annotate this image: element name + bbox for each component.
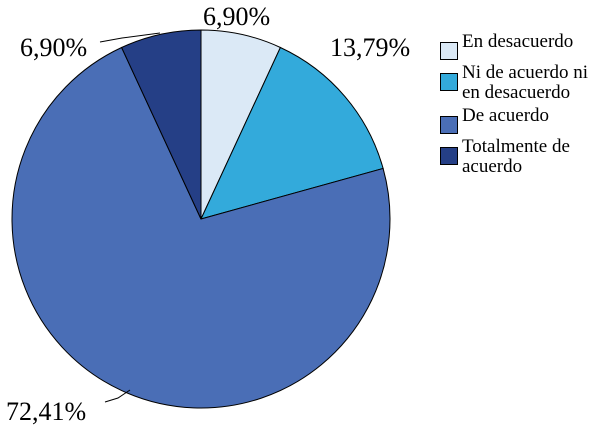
legend-item-de-acuerdo: De acuerdo bbox=[440, 106, 590, 134]
data-label-de-acuerdo: 72,41% bbox=[6, 397, 86, 426]
legend-label: Totalmente de acuerdo bbox=[462, 136, 570, 177]
legend-swatch bbox=[440, 73, 458, 91]
legend: En desacuerdo Ni de acuerdo ni en desacu… bbox=[440, 32, 590, 180]
data-label-ni-de-acuerdo: 13,79% bbox=[330, 33, 410, 62]
legend-item-totalmente-de-acuerdo: Totalmente de acuerdo bbox=[440, 137, 590, 177]
legend-swatch bbox=[440, 42, 458, 60]
legend-label: En desacuerdo bbox=[462, 31, 574, 52]
leader-line-1 bbox=[104, 389, 131, 403]
pie-slice-ni-de-acuerdo-ni-en-desacuerdo bbox=[200, 46, 384, 220]
legend-item-ni-de-acuerdo: Ni de acuerdo ni en desacuerdo bbox=[440, 63, 590, 103]
pie-slices bbox=[11, 29, 391, 409]
leader-line-0 bbox=[99, 32, 161, 43]
legend-swatch bbox=[440, 147, 458, 165]
data-label-totalmente-de-acuerdo: 6,90% bbox=[20, 33, 87, 62]
pie-slice-de-acuerdo bbox=[11, 46, 391, 409]
legend-label: Ni de acuerdo ni en desacuerdo bbox=[462, 62, 589, 103]
legend-item-en-desacuerdo: En desacuerdo bbox=[440, 32, 590, 60]
pie-slice-totalmente-de-acuerdo bbox=[120, 29, 202, 220]
legend-label: De acuerdo bbox=[462, 105, 550, 126]
leader-lines bbox=[99, 32, 161, 403]
legend-swatch bbox=[440, 116, 458, 134]
data-label-en-desacuerdo: 6,90% bbox=[203, 2, 270, 31]
